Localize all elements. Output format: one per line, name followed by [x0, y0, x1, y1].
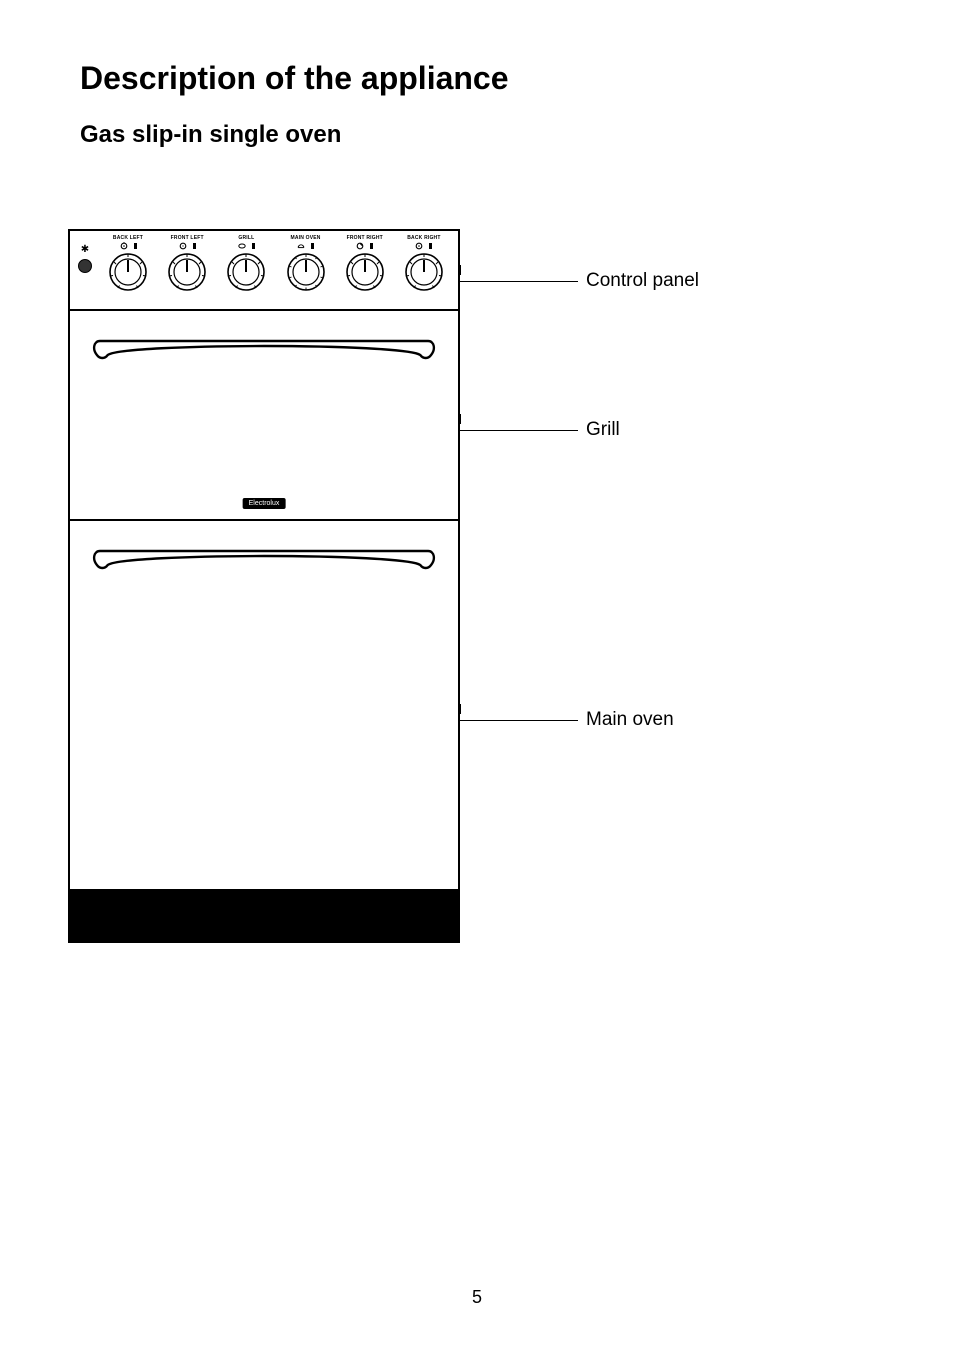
control-panel: ✱ BACK LEFT — [68, 229, 460, 311]
knob-dial-icon — [167, 252, 207, 292]
burner-icon — [415, 242, 423, 250]
indicator-dot-icon — [134, 243, 137, 249]
callout-control-panel: Control panel — [460, 270, 699, 292]
knob-label: FRONT LEFT — [171, 235, 204, 241]
kickplate — [68, 891, 460, 943]
knob-label: GRILL — [238, 235, 254, 241]
oven-icon — [297, 242, 305, 250]
knob-label: BACK RIGHT — [407, 235, 440, 241]
grill-handle-icon — [92, 339, 436, 365]
knob-label: FRONT RIGHT — [347, 235, 383, 241]
appliance-figure: ✱ BACK LEFT — [68, 229, 868, 943]
callout-label: Grill — [586, 419, 620, 441]
page-number: 5 — [0, 1287, 954, 1308]
grill-icon — [238, 242, 246, 250]
knob-front-left: FRONT LEFT — [159, 235, 215, 292]
burner-icon — [120, 242, 128, 250]
knob-front-right: FRONT RIGHT — [337, 235, 393, 292]
callout-main-oven: Main oven — [460, 709, 674, 731]
indicator-dot-icon — [311, 243, 314, 249]
knob-main-oven: MAIN OVEN — [278, 235, 334, 292]
knob-dial-icon — [286, 252, 326, 292]
indicator-dot-icon — [370, 243, 373, 249]
burner-icon — [356, 242, 364, 250]
knob-dial-icon — [108, 252, 148, 292]
knob-back-right: BACK RIGHT — [396, 235, 452, 292]
callout-line-icon — [460, 430, 578, 431]
spark-icon: ✱ — [81, 245, 89, 255]
main-oven-compartment — [68, 521, 460, 891]
page-title: Description of the appliance — [80, 60, 874, 97]
knob-row: BACK LEFT — [100, 235, 452, 292]
callout-label: Main oven — [586, 709, 674, 731]
ignition-button-icon — [78, 259, 92, 273]
knob-dial-icon — [226, 252, 266, 292]
oven-handle-icon — [92, 549, 436, 575]
callout-tick-icon — [460, 414, 461, 424]
knob-dial-icon — [345, 252, 385, 292]
indicator-dot-icon — [193, 243, 196, 249]
callout-tick-icon — [460, 704, 461, 714]
callout-tick-icon — [460, 265, 461, 275]
grill-compartment: Electrolux — [68, 311, 460, 521]
burner-icon — [179, 242, 187, 250]
brand-badge: Electrolux — [243, 498, 286, 509]
knob-label: BACK LEFT — [113, 235, 143, 241]
callout-grill: Grill — [460, 419, 620, 441]
callout-line-icon — [460, 281, 578, 282]
appliance-diagram: ✱ BACK LEFT — [68, 229, 460, 943]
page-subtitle: Gas slip-in single oven — [80, 121, 874, 149]
knob-label: MAIN OVEN — [290, 235, 320, 241]
knob-back-left: BACK LEFT — [100, 235, 156, 292]
indicator-dot-icon — [429, 243, 432, 249]
knob-dial-icon — [404, 252, 444, 292]
knob-grill: GRILL — [218, 235, 274, 292]
ignition-column: ✱ — [78, 245, 92, 273]
callout-line-icon — [460, 720, 578, 721]
callout-label: Control panel — [586, 270, 699, 292]
indicator-dot-icon — [252, 243, 255, 249]
